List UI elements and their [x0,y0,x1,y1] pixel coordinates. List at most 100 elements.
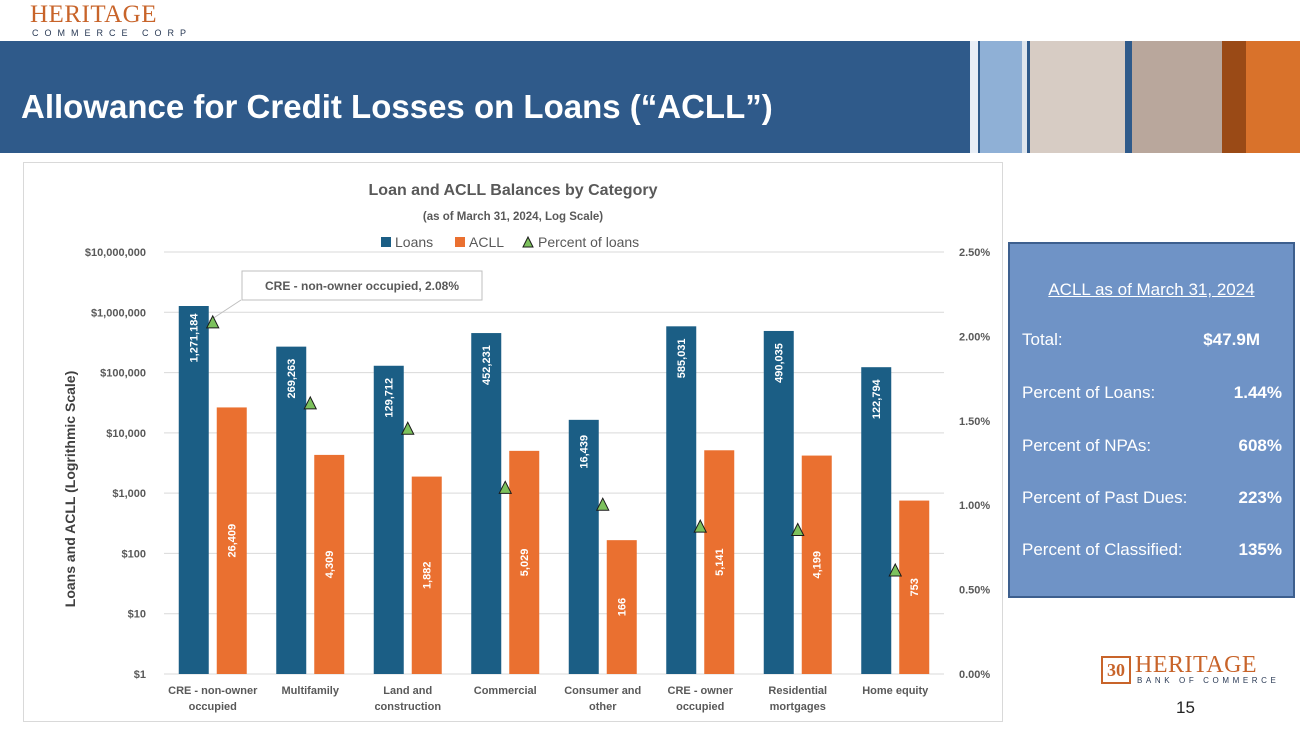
bar-label-loans: 452,231 [481,345,493,385]
y-tick-label: $10,000,000 [85,247,146,259]
summary-value: 1.44% [1233,383,1282,402]
x-tick-label: CRE - non-owner [168,685,258,697]
bar-acll [801,455,832,674]
bar-label-acll: 4,199 [812,551,824,579]
bar-label-loans: 16,439 [579,435,591,469]
x-tick-label: occupied [189,701,237,713]
legend-label-percent: Percent of loans [538,234,639,250]
x-tick-label: Commercial [474,685,537,697]
x-tick-label: CRE - owner [668,685,734,697]
banner-decoration-6 [1222,41,1246,153]
summary-value: $47.9M [1203,330,1260,349]
y2-axis-ticks: 0.00% 0.50% 1.00% 1.50% 2.00% 2.50% [959,247,990,681]
chart-bars [178,306,930,674]
x-tick-label: Consumer and [564,685,641,697]
percent-marker [205,314,220,329]
bar-label-loans: 269,263 [286,359,298,399]
summary-label: Percent of NPAs: [1022,436,1152,455]
legend-swatch-loans [381,237,391,247]
bar-acll [899,500,930,674]
summary-row-percent-npas: Percent of NPAs: 608% [1022,436,1282,458]
logo-sub-text: BANK OF COMMERCE [1137,676,1280,685]
chart-percent-markers [205,314,903,577]
bar-loans [568,419,599,674]
x-tick-label: occupied [676,701,724,713]
bar-acll [216,407,247,674]
chart-bar-labels: 1,271,184 26,409 269,263 4,309 129,712 1,882 4… [189,313,922,617]
bar-loans [861,367,892,674]
bar-loans [276,346,307,674]
chart-annotation-group: CRE - non-owner occupied, 2.08% [208,270,483,322]
summary-value: 135% [1238,540,1282,559]
y2-tick-label: 0.50% [959,585,990,597]
legend-swatch-percent [522,235,534,248]
y-tick-label: $1,000,000 [91,307,146,319]
bar-acll [606,540,637,674]
legend-swatch-acll [455,237,465,247]
annotation-box [241,270,483,301]
logo-sub-text: COMMERCE CORP [32,28,193,38]
bar-loans [178,306,209,674]
summary-row-total: Total: $47.9M [1022,330,1270,352]
y-axis-ticks: $1 $10 $100 $1,000 $10,000 $100,000 $1,000,000… [85,247,146,681]
anniversary-badge: 30 [1101,656,1131,684]
y2-tick-label: 1.00% [959,500,990,512]
bar-acll [314,454,345,674]
banner-decoration-4 [1030,41,1125,153]
legend-label-loans: Loans [395,234,433,250]
bar-label-acll: 5,029 [519,549,531,577]
x-tick-label: mortgages [770,701,826,713]
bar-loans [666,326,697,674]
x-tick-label: Home equity [862,685,929,697]
logo-brand-text: HERITAGE [1135,652,1258,678]
x-tick-label: Multifamily [282,685,340,697]
annotation-text: CRE - non-owner occupied, 2.08% [265,279,459,293]
summary-label: Percent of Loans: [1022,383,1156,402]
y-tick-label: $1,000 [112,488,146,500]
banner-decoration-7 [1246,41,1300,153]
summary-row-percent-past-dues: Percent of Past Dues: 223% [1022,488,1282,510]
bar-label-loans: 1,271,184 [189,313,201,363]
banner-decoration-3 [1022,41,1027,153]
percent-marker [790,522,805,537]
x-tick-label: Residential [768,685,827,697]
bar-acll [704,450,735,674]
percent-marker [888,562,903,577]
bar-loans [471,333,502,674]
bar-label-loans: 585,031 [676,338,688,378]
banner-decoration-1 [970,41,978,153]
bar-label-acll: 5,141 [714,548,726,576]
x-tick-label: Land and [383,685,432,697]
loan-acll-chart: Loan and ACLL Balances by Category (as o… [23,162,1003,722]
percent-marker [595,497,610,511]
y2-tick-label: 0.00% [959,669,990,681]
summary-label: Total: [1022,330,1063,349]
y-tick-label: $1 [134,669,146,681]
summary-label: Percent of Past Dues: [1022,488,1188,507]
summary-title: ACLL as of March 31, 2024 [1048,280,1255,299]
summary-value: 223% [1238,488,1282,507]
heritage-bank-of-commerce-logo: 30 HERITAGE BANK OF COMMERCE [1101,652,1287,688]
acll-summary-box: ACLL as of March 31, 2024 Total: $47.9M … [1008,242,1295,598]
summary-row-percent-classified: Percent of Classified: 135% [1022,540,1282,562]
chart-canvas: Loan and ACLL Balances by Category (as o… [62,182,990,713]
summary-value: 608% [1238,436,1282,455]
bar-loans [373,365,404,674]
chart-subtitle: (as of March 31, 2024, Log Scale) [423,211,603,223]
percent-marker [498,480,513,494]
page-title: Allowance for Credit Losses on Loans (“A… [21,88,773,125]
y2-tick-label: 2.00% [959,331,990,343]
bar-label-acll: 4,309 [324,551,336,579]
y2-tick-label: 1.50% [959,416,990,428]
bar-label-acll: 166 [617,598,629,616]
bar-label-loans: 129,712 [384,378,396,418]
y-tick-label: $10,000 [106,428,146,440]
title-banner: Allowance for Credit Losses on Loans (“A… [0,41,1300,153]
percent-marker [693,519,708,533]
y-tick-label: $10 [128,609,146,621]
bar-label-acll: 753 [909,578,921,596]
bar-label-acll: 26,409 [227,524,239,558]
x-axis-labels: CRE - non-owner occupied Multifamily Land a… [168,685,929,713]
y-tick-label: $100,000 [100,368,146,380]
bar-label-acll: 1,882 [422,562,434,590]
